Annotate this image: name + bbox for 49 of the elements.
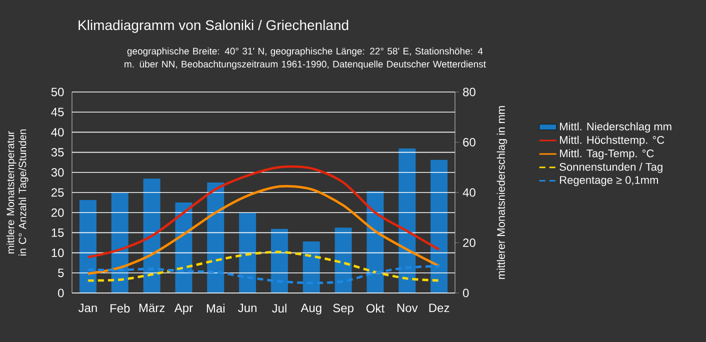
y2-tick-label: 80 bbox=[463, 88, 476, 96]
x-tick-label: Jun bbox=[238, 304, 256, 312]
chart-title: Klimadiagramm von Saloniki / Griechenland bbox=[78, 20, 348, 33]
legend-label: Mittl. Höchsttemp. °C bbox=[560, 136, 664, 146]
x-tick-label: Jul bbox=[272, 304, 286, 313]
y-tick-label: 10 bbox=[52, 248, 64, 258]
legend-label: Mittl. Niederschlag mm bbox=[560, 122, 672, 133]
y-tick-label: 5 bbox=[58, 268, 64, 278]
bar bbox=[239, 212, 256, 293]
y-tick-label: 30 bbox=[51, 168, 64, 177]
legend-label: Sonnenstunden / Tag bbox=[560, 162, 662, 173]
bar bbox=[334, 228, 352, 293]
x-tick-label: Jan bbox=[78, 304, 97, 312]
bar bbox=[143, 178, 160, 293]
y-tick-label: 40 bbox=[51, 128, 64, 136]
y-tick-label: 20 bbox=[51, 208, 64, 217]
line-series bbox=[86, 165, 440, 258]
x-tick-label: Sep bbox=[333, 304, 354, 315]
chart-subtitle: geographische Breite: 40° 31' N, geographische Länge: 22° 58' E, Stationshöhe: 4 m. über NN, Beobachtungszeitraum 1961-1990, Datenquelle Deutscher Wetterdienst bbox=[124, 48, 486, 70]
x-tick-label: Nov bbox=[397, 304, 418, 312]
bar bbox=[270, 228, 288, 293]
y-tick-label: 25 bbox=[51, 188, 64, 197]
line-series bbox=[86, 250, 440, 282]
bar bbox=[430, 160, 448, 293]
line-series bbox=[86, 264, 440, 284]
legend-label: Regentage ≥ 0,1mm bbox=[560, 176, 658, 186]
line-series bbox=[86, 184, 440, 275]
y2-tick-label: 40 bbox=[462, 188, 476, 197]
y-tick-label: 35 bbox=[51, 148, 64, 157]
bar bbox=[398, 148, 416, 293]
bar bbox=[79, 200, 96, 293]
y-axis-title: mittlere Monatstemperatur in C° Anzahl Tage/Stunden bbox=[6, 130, 28, 256]
legend-label: Mittl. Tag-Temp. °C bbox=[560, 149, 654, 160]
bar bbox=[302, 241, 320, 293]
y2-tick-label: 0 bbox=[462, 288, 469, 298]
y-tick-label: 50 bbox=[51, 88, 64, 96]
y-tick-label: 0 bbox=[58, 288, 64, 298]
x-tick-label: Aug bbox=[300, 304, 322, 315]
x-tick-label: Dez bbox=[429, 304, 450, 312]
y2-tick-label: 60 bbox=[463, 138, 476, 147]
x-tick-label: Feb bbox=[110, 304, 130, 313]
x-tick-label: Okt bbox=[366, 304, 384, 313]
y-tick-label: 45 bbox=[51, 108, 64, 116]
x-tick-label: Mai bbox=[206, 304, 224, 313]
x-tick-label: Apr bbox=[174, 304, 193, 315]
x-tick-label: März bbox=[139, 304, 165, 312]
y-tick-label: 15 bbox=[52, 228, 64, 237]
y2-tick-label: 20 bbox=[463, 238, 476, 248]
y2-axis-title: mittlerer Monatsniederschlag in mm bbox=[496, 106, 508, 279]
